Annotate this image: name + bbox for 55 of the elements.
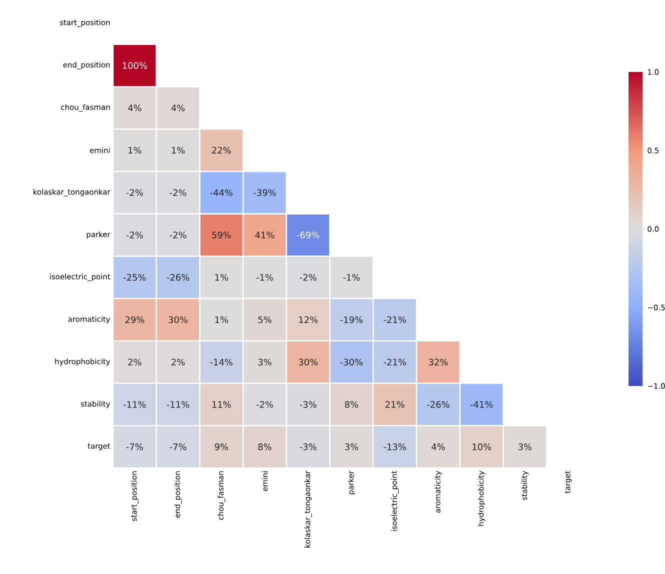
data-label: 2% bbox=[128, 358, 142, 366]
data-label: -69% bbox=[296, 232, 320, 238]
data-label: -13% bbox=[384, 443, 406, 450]
data-label: 4% bbox=[171, 104, 185, 112]
data-label: -39% bbox=[254, 189, 276, 196]
data-label: -19% bbox=[340, 316, 363, 324]
data-label: -25% bbox=[124, 274, 146, 281]
data-label: -44% bbox=[210, 189, 232, 196]
data-label: -21% bbox=[384, 358, 406, 366]
data-label: -2% bbox=[170, 232, 186, 238]
data-label: 1% bbox=[172, 146, 185, 154]
data-label: -2% bbox=[126, 232, 143, 238]
data-label: 5% bbox=[258, 316, 272, 324]
data-label: -2% bbox=[126, 189, 143, 196]
data-label: 8% bbox=[345, 401, 358, 408]
data-label: -7% bbox=[126, 443, 143, 450]
data-label: 59% bbox=[212, 232, 231, 238]
data-label: -11% bbox=[166, 401, 190, 408]
data-label: 30% bbox=[168, 316, 188, 324]
data-label: -41% bbox=[470, 401, 493, 408]
data-label: -2% bbox=[300, 274, 316, 281]
data-label: -3% bbox=[300, 401, 316, 408]
data-label: 41% bbox=[255, 232, 274, 238]
data-label: -30% bbox=[340, 358, 363, 366]
data-label: 3% bbox=[345, 443, 358, 450]
data-label: 4% bbox=[128, 104, 142, 112]
data-label: 30% bbox=[298, 358, 318, 366]
data-label: -2% bbox=[256, 401, 274, 408]
data-label: -21% bbox=[384, 316, 406, 324]
data-label: -3% bbox=[300, 443, 316, 450]
data-label: 29% bbox=[125, 316, 144, 324]
data-label: 2% bbox=[172, 358, 185, 366]
data-label: -2% bbox=[170, 189, 186, 196]
data-label: -14% bbox=[210, 358, 232, 366]
data-label: 22% bbox=[212, 146, 231, 154]
data-label: 3% bbox=[258, 358, 272, 366]
data-label: -1% bbox=[343, 274, 360, 281]
data-label: 1% bbox=[215, 274, 228, 281]
data-label: 1% bbox=[215, 316, 228, 324]
data-label: -26% bbox=[166, 274, 190, 281]
data-label: 1% bbox=[128, 146, 142, 154]
data-label: 9% bbox=[214, 443, 228, 450]
data-label: -7% bbox=[170, 443, 186, 450]
data-label: -26% bbox=[427, 401, 450, 408]
data-label: 100% bbox=[122, 62, 148, 69]
data-label: 11% bbox=[212, 401, 231, 408]
data-label: -1% bbox=[256, 274, 274, 281]
data-label: -11% bbox=[124, 401, 146, 408]
data-label: 10% bbox=[472, 443, 492, 450]
data-label: 32% bbox=[428, 358, 448, 366]
data-label: 21% bbox=[386, 401, 404, 408]
data-label: 3% bbox=[518, 443, 532, 450]
data-label: 4% bbox=[432, 443, 445, 450]
data-label: 8% bbox=[258, 443, 272, 450]
data-label: 12% bbox=[299, 316, 318, 324]
